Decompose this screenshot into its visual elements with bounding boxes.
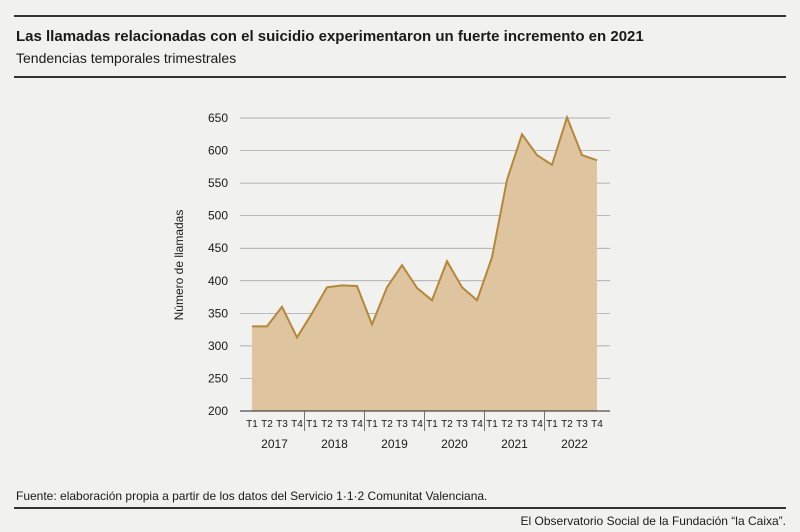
y-tick-label: 250 xyxy=(208,371,228,385)
quarter-tick-label: T1 xyxy=(246,419,258,430)
quarter-tick-label: T4 xyxy=(591,419,603,430)
y-axis-label: Número de llamadas xyxy=(172,210,186,321)
chart-title: Las llamadas relacionadas con el suicidi… xyxy=(16,28,644,45)
y-tick-label: 300 xyxy=(208,339,228,353)
chart-subtitle: Tendencias temporales trimestrales xyxy=(16,50,237,66)
series-line xyxy=(252,114,598,340)
year-label: 2022 xyxy=(561,437,588,451)
y-tick-label: 200 xyxy=(208,404,228,418)
quarter-tick-label: T3 xyxy=(336,419,348,430)
quarter-tick-label: T4 xyxy=(351,419,363,430)
top-rule xyxy=(14,15,786,17)
y-tick-label: 650 xyxy=(208,111,228,125)
quarter-tick-label: T4 xyxy=(291,419,303,430)
quarter-tick-label: T4 xyxy=(531,419,543,430)
quarter-tick-label: T3 xyxy=(516,419,528,430)
quarter-tick-label: T2 xyxy=(561,419,573,430)
quarter-tick-label: T1 xyxy=(486,419,498,430)
quarter-tick-label: T2 xyxy=(261,419,273,430)
footer-credit: El Observatorio Social de la Fundación “… xyxy=(520,514,786,528)
area-fill xyxy=(252,117,597,411)
year-label: 2021 xyxy=(501,437,528,451)
quarter-tick-label: T3 xyxy=(396,419,408,430)
header-rule xyxy=(14,76,786,78)
source-note: Fuente: elaboración propia a partir de l… xyxy=(16,489,488,503)
quarter-tick-label: T1 xyxy=(546,419,558,430)
quarter-tick-label: T2 xyxy=(501,419,513,430)
year-label: 2017 xyxy=(261,437,288,451)
y-tick-label: 550 xyxy=(208,176,228,190)
y-tick-label: 600 xyxy=(208,144,228,158)
quarter-tick-label: T1 xyxy=(366,419,378,430)
year-label: 2019 xyxy=(381,437,408,451)
year-label: 2018 xyxy=(321,437,348,451)
quarter-tick-label: T3 xyxy=(576,419,588,430)
y-tick-label: 500 xyxy=(208,209,228,223)
quarter-tick-label: T1 xyxy=(306,419,318,430)
quarter-tick-label: T1 xyxy=(426,419,438,430)
quarter-tick-label: T4 xyxy=(411,419,423,430)
quarter-tick-label: T2 xyxy=(321,419,333,430)
y-tick-label: 350 xyxy=(208,306,228,320)
quarter-tick-label: T4 xyxy=(471,419,483,430)
bottom-rule xyxy=(14,507,786,509)
y-tick-label: 400 xyxy=(208,274,228,288)
quarter-tick-label: T3 xyxy=(276,419,288,430)
quarter-tick-label: T2 xyxy=(441,419,453,430)
quarter-tick-label: T3 xyxy=(456,419,468,430)
y-tick-label: 450 xyxy=(208,241,228,255)
year-label: 2020 xyxy=(441,437,468,451)
quarter-tick-label: T2 xyxy=(381,419,393,430)
